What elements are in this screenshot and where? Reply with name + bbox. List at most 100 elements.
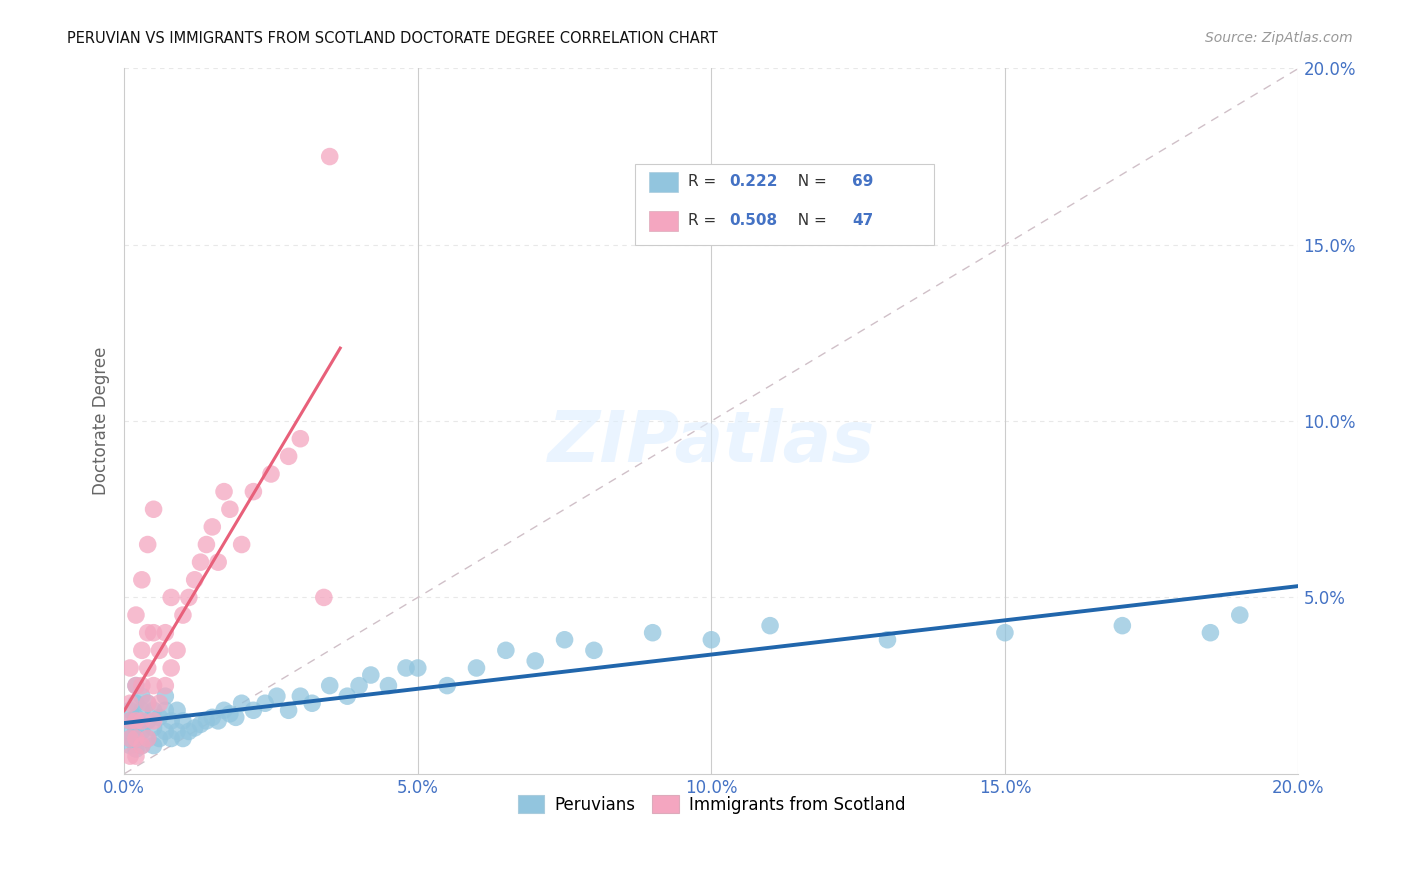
Point xyxy=(160,731,183,746)
Point xyxy=(212,484,235,499)
Point xyxy=(301,696,323,710)
Point xyxy=(155,703,177,717)
Point xyxy=(120,661,142,675)
Point xyxy=(166,703,188,717)
Point xyxy=(131,724,153,739)
Point xyxy=(148,731,170,746)
Point xyxy=(131,714,153,728)
Point xyxy=(120,714,142,728)
Point xyxy=(277,450,299,464)
Point xyxy=(120,739,142,753)
Point xyxy=(125,608,148,623)
Point xyxy=(125,742,148,756)
Point xyxy=(125,679,148,693)
Point xyxy=(131,739,153,753)
Point xyxy=(125,710,148,724)
Point xyxy=(125,721,148,735)
Point xyxy=(136,696,159,710)
Point xyxy=(1199,625,1222,640)
Point xyxy=(201,710,224,724)
Point xyxy=(166,643,188,657)
Point xyxy=(277,703,299,717)
Point xyxy=(195,714,218,728)
Point xyxy=(136,731,159,746)
Point xyxy=(319,150,342,164)
Point xyxy=(136,625,159,640)
Point xyxy=(125,696,148,710)
Text: 69: 69 xyxy=(852,174,873,189)
Point xyxy=(254,696,277,710)
Point xyxy=(136,731,159,746)
Text: N =: N = xyxy=(787,174,831,189)
Point xyxy=(219,502,242,516)
Text: N =: N = xyxy=(787,212,831,227)
Point xyxy=(120,703,142,717)
Point xyxy=(136,696,159,710)
Point xyxy=(436,679,458,693)
Point xyxy=(759,618,782,632)
Point xyxy=(700,632,723,647)
Point xyxy=(207,714,229,728)
Point xyxy=(336,689,359,703)
Point xyxy=(142,714,165,728)
Text: 47: 47 xyxy=(852,212,873,227)
Point xyxy=(120,714,142,728)
Point xyxy=(260,467,283,481)
Point xyxy=(125,714,148,728)
Point xyxy=(155,689,177,703)
Point xyxy=(406,661,429,675)
Point xyxy=(148,643,170,657)
Point xyxy=(160,661,183,675)
Text: R =: R = xyxy=(688,212,721,227)
Point xyxy=(183,721,205,735)
Point xyxy=(231,537,253,551)
Text: Source: ZipAtlas.com: Source: ZipAtlas.com xyxy=(1205,31,1353,45)
Point xyxy=(225,710,247,724)
Point xyxy=(465,661,488,675)
Point xyxy=(177,591,200,605)
Point xyxy=(177,724,200,739)
Point xyxy=(347,679,370,693)
Bar xyxy=(636,163,935,244)
Point xyxy=(524,654,547,668)
Point xyxy=(377,679,399,693)
Point xyxy=(190,555,212,569)
Point xyxy=(266,689,288,703)
Point xyxy=(160,714,183,728)
Point xyxy=(242,484,264,499)
Point xyxy=(125,731,148,746)
Point xyxy=(641,625,664,640)
Point xyxy=(148,710,170,724)
Point xyxy=(190,717,212,731)
Point xyxy=(207,555,229,569)
Point xyxy=(183,573,205,587)
Point xyxy=(166,724,188,739)
Bar xyxy=(650,172,679,192)
Point xyxy=(131,739,153,753)
Point xyxy=(131,689,153,703)
Point xyxy=(1111,618,1133,632)
Text: 0.222: 0.222 xyxy=(728,174,778,189)
Point xyxy=(495,643,517,657)
Point xyxy=(120,731,142,746)
Point xyxy=(360,668,382,682)
Point xyxy=(172,714,194,728)
Text: ZIPatlas: ZIPatlas xyxy=(548,408,875,476)
Point xyxy=(120,731,142,746)
Point xyxy=(554,632,576,647)
Point xyxy=(290,689,312,703)
Point xyxy=(125,679,148,693)
Point xyxy=(142,739,165,753)
Legend: Peruvians, Immigrants from Scotland: Peruvians, Immigrants from Scotland xyxy=(510,789,911,821)
Point xyxy=(142,625,165,640)
Point xyxy=(120,749,142,764)
Point xyxy=(172,731,194,746)
Point xyxy=(312,591,335,605)
Point xyxy=(120,696,142,710)
Point xyxy=(231,696,253,710)
Point xyxy=(136,537,159,551)
Point xyxy=(155,679,177,693)
Point xyxy=(219,706,242,721)
Point xyxy=(242,703,264,717)
Point xyxy=(876,632,898,647)
